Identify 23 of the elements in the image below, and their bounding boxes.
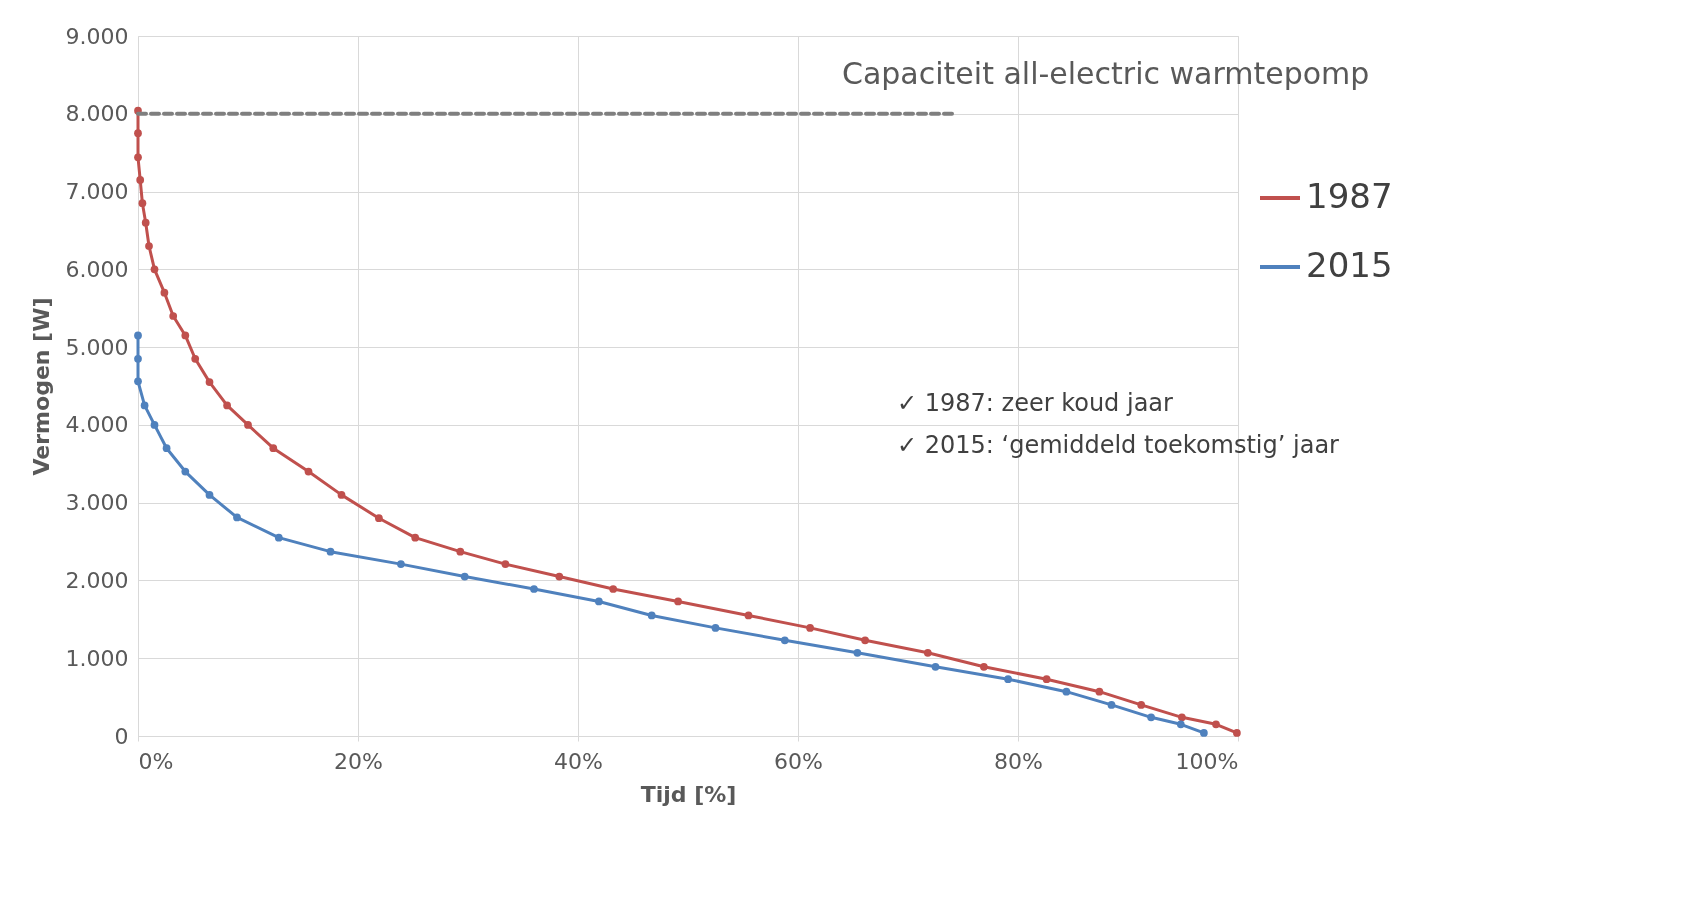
y-tick-label: 7.000 xyxy=(65,179,129,205)
y-tick-label: 9.000 xyxy=(65,23,129,49)
x-tick-label: 40% xyxy=(554,748,603,774)
y-tick-label: 0 xyxy=(114,723,129,749)
legend-label: 2015 xyxy=(1306,245,1393,285)
y-tick-label: 2.000 xyxy=(65,567,129,593)
legend-label: 1987 xyxy=(1306,176,1393,216)
x-tick-label: 20% xyxy=(334,748,383,774)
annotation: ✓ 1987: zeer koud jaar xyxy=(897,388,1174,417)
y-tick-label: 6.000 xyxy=(65,256,129,282)
x-tick-label: 60% xyxy=(774,748,823,774)
annotation: ✓ 2015: ‘gemiddeld toekomstig’ jaar xyxy=(897,430,1340,459)
y-tick-label: 5.000 xyxy=(65,334,129,360)
annotation: Capaciteit all-electric warmtepomp xyxy=(842,55,1370,91)
x-axis-title: Tijd [%] xyxy=(640,781,737,807)
x-tick-label: 0% xyxy=(138,748,174,774)
y-tick-label: 3.000 xyxy=(65,490,129,516)
y-tick-label: 4.000 xyxy=(65,412,129,438)
y-tick-label: 8.000 xyxy=(65,101,129,127)
x-tick-label: 80% xyxy=(994,748,1043,774)
x-tick-label: 100% xyxy=(1175,748,1239,774)
y-axis-title: Vermogen [W] xyxy=(28,297,54,476)
y-tick-label: 1.000 xyxy=(65,645,129,671)
